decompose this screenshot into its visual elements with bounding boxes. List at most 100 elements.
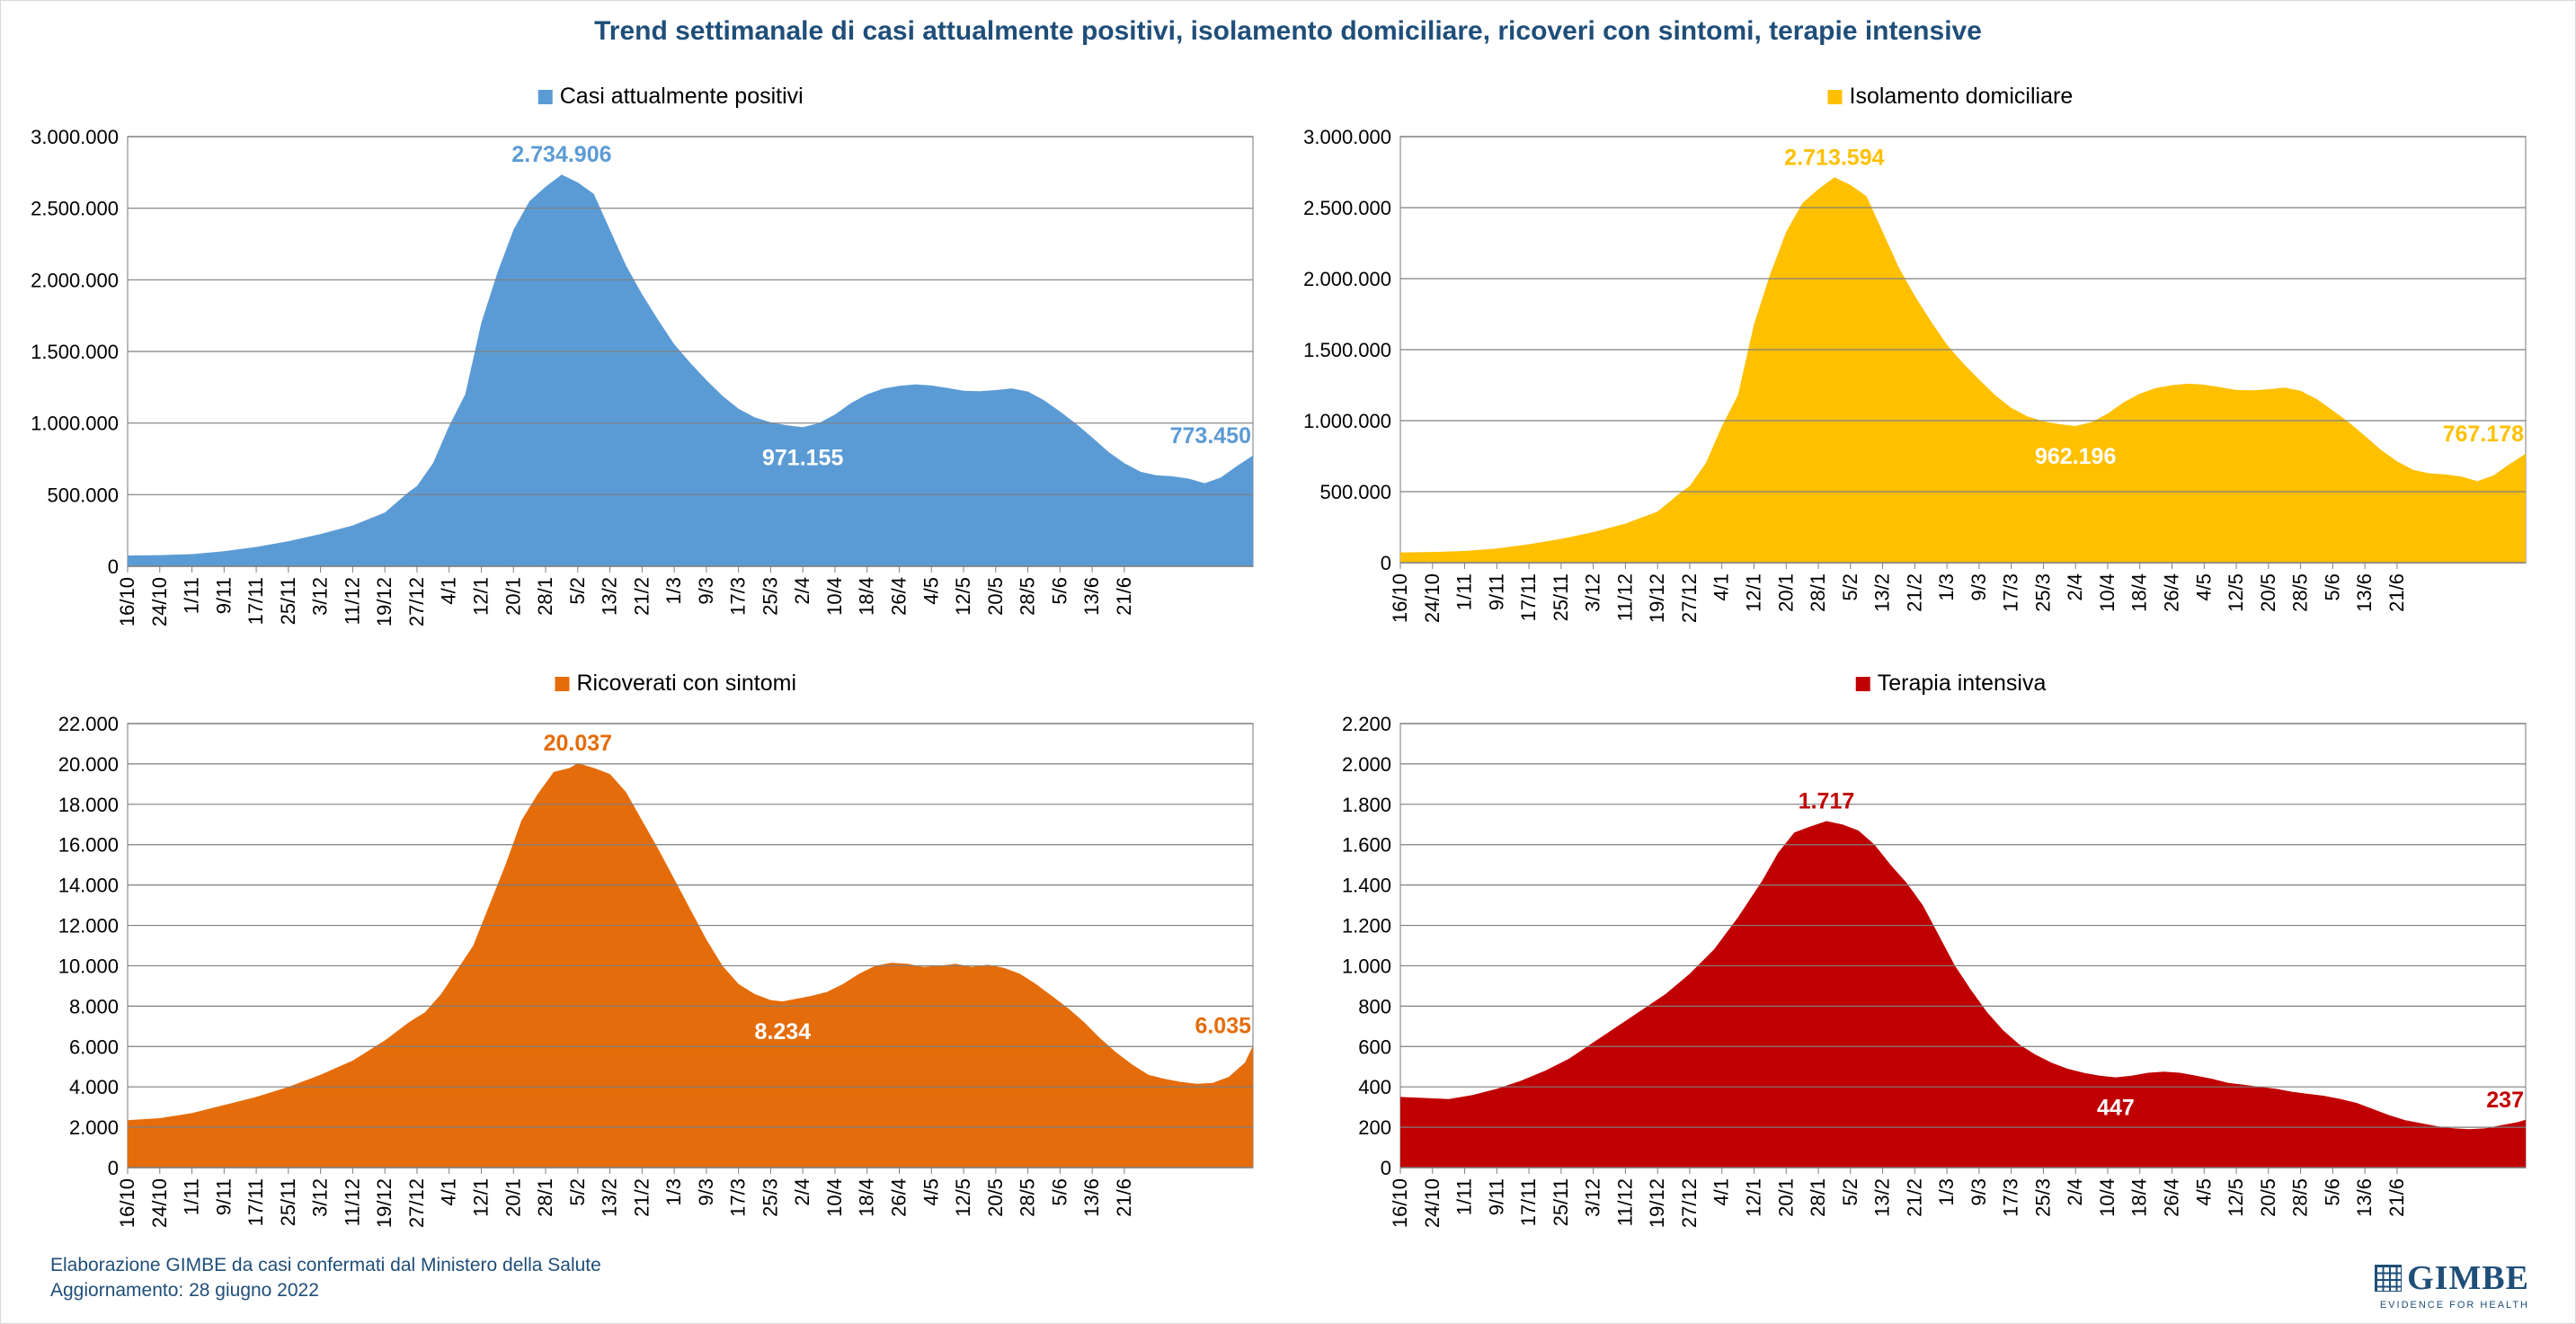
y-tick-label: 2.000.000: [1303, 268, 1391, 290]
x-tick-label: 28/5: [1017, 1178, 1039, 1217]
x-tick-label: 2/4: [791, 1178, 813, 1206]
data-label: 237: [2486, 1088, 2524, 1113]
y-tick-label: 1.800: [1342, 794, 1391, 816]
x-tick-label: 20/1: [1774, 573, 1797, 612]
y-tick-label: 3.000.000: [31, 126, 119, 148]
x-tick-label: 26/4: [888, 577, 910, 616]
x-tick-label: 21/2: [1903, 573, 1925, 612]
x-tick-label: 18/4: [2128, 1178, 2151, 1217]
x-tick-label: 1/3: [662, 577, 685, 605]
x-tick-label: 18/4: [856, 577, 878, 616]
page-title: Trend settimanale di casi attualmente po…: [594, 16, 1982, 46]
y-tick-label: 4.000: [69, 1076, 119, 1098]
x-tick-label: 13/6: [2353, 573, 2376, 612]
x-tick-label: 9/3: [695, 577, 717, 605]
x-tick-label: 4/1: [1710, 1178, 1733, 1206]
x-tick-label: 25/11: [277, 577, 299, 625]
x-tick-label: 19/12: [1646, 573, 1668, 623]
y-tick-label: 1.600: [1342, 834, 1391, 857]
x-tick-label: 13/6: [2353, 1178, 2376, 1217]
x-tick-label: 27/12: [405, 577, 428, 626]
x-tick-label: 10/4: [2096, 1178, 2119, 1217]
x-tick-label: 18/4: [856, 1178, 878, 1217]
x-tick-label: 12/1: [469, 577, 492, 616]
x-tick-label: 1/11: [1453, 573, 1476, 610]
x-tick-label: 5/2: [1839, 573, 1861, 601]
legend-swatch: [555, 677, 570, 691]
x-tick-label: 3/12: [309, 1178, 332, 1217]
x-tick-label: 19/12: [1646, 1178, 1668, 1228]
y-tick-label: 12.000: [58, 915, 119, 937]
x-tick-label: 28/1: [1807, 573, 1829, 612]
y-tick-label: 1.500.000: [1303, 339, 1391, 361]
legend-swatch: [537, 90, 553, 104]
legend-swatch: [1855, 677, 1870, 691]
area-series-casi: [128, 174, 1253, 566]
y-tick-label: 2.200: [1342, 713, 1391, 735]
x-tick-label: 28/1: [534, 577, 556, 616]
x-tick-label: 16/10: [116, 577, 138, 626]
data-label: 2.713.594: [1784, 145, 1884, 170]
x-tick-label: 20/5: [2257, 573, 2279, 612]
x-tick-label: 9/11: [1485, 573, 1507, 610]
x-tick-label: 1/11: [181, 1178, 203, 1215]
x-tick-label: 24/10: [148, 577, 171, 626]
data-label: 2.734.906: [511, 142, 611, 167]
x-tick-label: 5/2: [1839, 1178, 1861, 1206]
x-tick-label: 19/12: [373, 1178, 395, 1228]
x-tick-label: 2/4: [2064, 1178, 2086, 1206]
x-tick-label: 5/6: [1048, 577, 1070, 605]
x-tick-label: 28/5: [2289, 1178, 2312, 1217]
x-tick-label: 12/1: [1742, 1178, 1764, 1217]
x-tick-label: 27/12: [405, 1178, 428, 1228]
x-tick-label: 9/3: [1968, 1178, 1990, 1206]
chart-terapia-intensiva: Terapia intensiva 0 200 400 600 800 1.000 1.200…: [1342, 671, 2527, 1228]
data-label: 773.450: [1170, 423, 1251, 449]
x-tick-label: 25/3: [2031, 573, 2054, 612]
y-tick-label: 0: [108, 555, 119, 578]
logo-wordmark: GIMBE: [2407, 1259, 2529, 1297]
x-tick-label: 1/3: [1935, 1178, 1958, 1206]
x-tick-label: 12/1: [1742, 573, 1764, 612]
x-tick-label: 17/3: [727, 1178, 750, 1217]
x-tick-label: 4/1: [438, 1178, 460, 1206]
x-tick-label: 28/1: [534, 1178, 556, 1217]
legend-label: Isolamento domiciliare: [1850, 84, 2074, 109]
y-tick-label: 3.000.000: [1303, 126, 1391, 148]
y-tick-label: 2.000: [1342, 753, 1391, 776]
x-tick-label: 12/5: [952, 1178, 974, 1217]
x-tick-label: 9/11: [212, 577, 235, 614]
y-tick-label: 6.000: [69, 1035, 119, 1058]
y-tick-label: 16.000: [58, 834, 119, 857]
legend: Casi attualmente positivi: [537, 84, 804, 109]
x-tick-label: 12/5: [952, 577, 974, 616]
x-tick-label: 13/2: [599, 1178, 621, 1217]
x-tick-label: 4/1: [438, 577, 460, 605]
x-tick-label: 13/6: [1080, 1178, 1103, 1217]
data-label: 447: [2097, 1096, 2135, 1121]
y-tick-label: 2.000.000: [31, 269, 119, 291]
x-tick-label: 5/2: [566, 577, 589, 605]
y-tick-label: 20.000: [58, 753, 119, 776]
legend-label: Terapia intensiva: [1878, 671, 2047, 696]
x-tick-label: 24/10: [148, 1178, 171, 1228]
x-tick-label: 16/10: [116, 1178, 138, 1228]
x-tick-label: 21/2: [630, 577, 653, 616]
y-tick-label: 1.000.000: [31, 413, 119, 435]
x-tick-label: 13/2: [1871, 573, 1894, 612]
y-tick-label: 8.000: [69, 995, 119, 1017]
x-tick-label: 26/4: [2161, 1178, 2183, 1217]
x-tick-label: 17/3: [2000, 1178, 2022, 1217]
legend: Isolamento domiciliare: [1827, 84, 2074, 109]
data-label: 1.717: [1799, 788, 1855, 813]
x-tick-label: 20/5: [984, 1178, 1007, 1217]
y-tick-label: 2.500.000: [31, 198, 119, 220]
x-tick-label: 9/3: [695, 1178, 717, 1206]
x-tick-label: 16/10: [1389, 1178, 1411, 1228]
y-tick-label: 1.000: [1342, 955, 1391, 977]
x-tick-label: 20/1: [502, 1178, 524, 1217]
x-tick-label: 2/4: [2064, 573, 2086, 601]
y-tick-label: 400: [1358, 1076, 1391, 1098]
y-tick-label: 1.000.000: [1303, 410, 1391, 432]
x-tick-label: 4/5: [2192, 573, 2215, 601]
